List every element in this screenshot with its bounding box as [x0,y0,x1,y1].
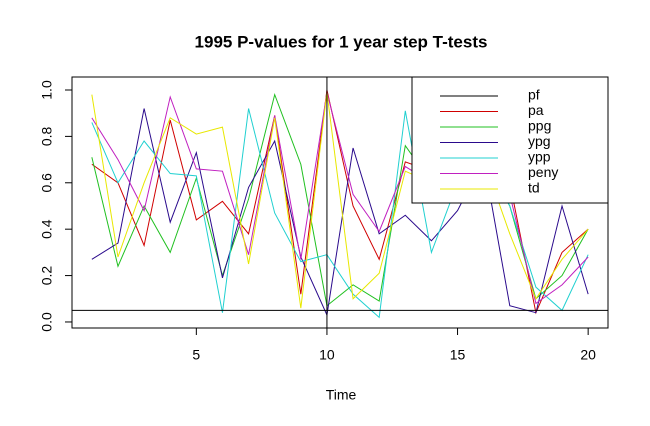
y-tick-label: 0.2 [39,266,55,286]
legend-label: td [528,180,540,196]
x-axis-label: Time [326,387,357,403]
y-tick-label: 1.0 [39,80,55,100]
series-line [91,108,589,317]
legend-label: peny [528,164,558,180]
x-tick-label: 20 [580,347,596,363]
y-tick-label: 0.8 [39,126,55,146]
legend-label: pa [528,102,544,118]
series-line [91,92,589,309]
legend-label: ppg [528,118,551,134]
legend-box [411,76,609,204]
legend-label: pf [528,87,540,103]
x-tick-label: 15 [450,347,466,363]
legend-label: ypp [528,149,551,165]
x-tick-label: 5 [192,347,200,363]
legend-label: ypg [528,133,551,149]
x-tick-label: 10 [319,347,335,363]
y-tick-label: 0.6 [39,173,55,193]
y-tick-label: 0.4 [39,219,55,239]
chart-title: 1995 P-values for 1 year step T-tests [195,32,488,51]
y-tick-label: 0.0 [39,312,55,332]
